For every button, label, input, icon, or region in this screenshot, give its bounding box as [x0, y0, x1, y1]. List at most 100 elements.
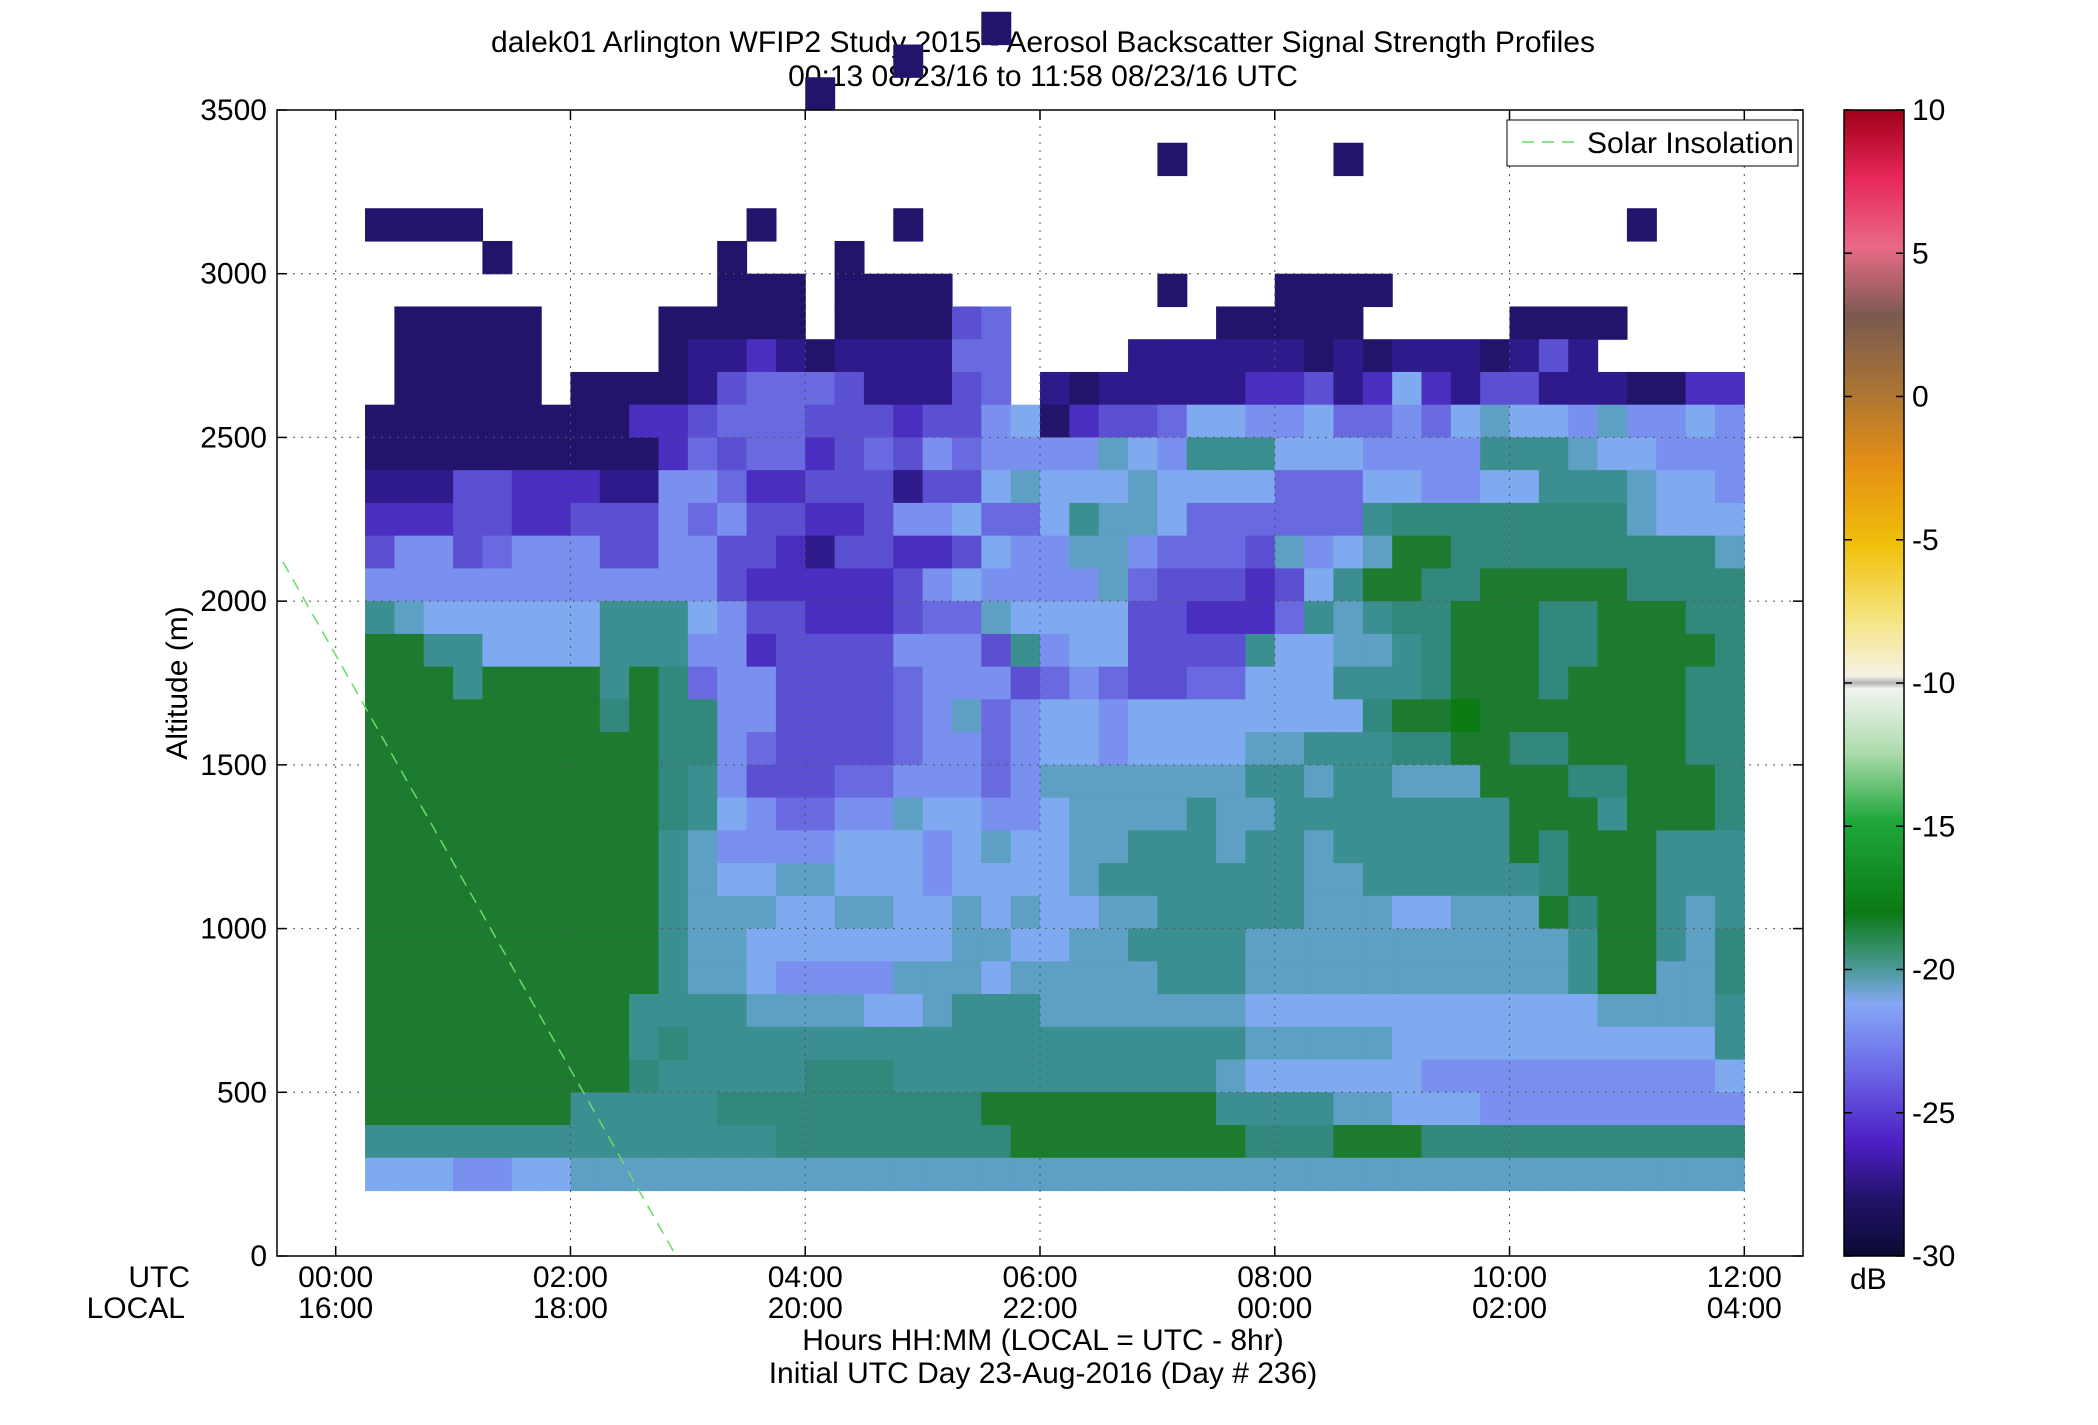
- heatmap-cell: [775, 863, 806, 897]
- heatmap-cell: [893, 1125, 924, 1159]
- heatmap-cell: [1333, 306, 1364, 340]
- heatmap-cell: [1245, 502, 1276, 537]
- heatmap-cell: [1304, 895, 1335, 930]
- heatmap-cell: [1421, 732, 1452, 766]
- heatmap-cell: [893, 863, 924, 897]
- heatmap-cell: [365, 961, 395, 995]
- heatmap-cell: [1714, 863, 1745, 897]
- x-tick-label-utc: 10:00: [1472, 1261, 1547, 1294]
- heatmap-cell: [1656, 535, 1687, 569]
- heatmap-cell: [834, 240, 865, 275]
- heatmap-cell: [511, 404, 542, 439]
- heatmap-cell: [570, 601, 601, 635]
- heatmap-cell: [717, 470, 748, 504]
- heatmap-cell: [1274, 994, 1305, 1028]
- heatmap-cell: [482, 502, 513, 537]
- heatmap-cell: [1216, 339, 1247, 373]
- heatmap-cell: [1392, 797, 1423, 831]
- heatmap-cell: [570, 699, 601, 733]
- heatmap-cell: [365, 1157, 395, 1192]
- heatmap-cell: [394, 339, 425, 373]
- heatmap-cell: [746, 1059, 777, 1093]
- heatmap-cell: [1568, 830, 1599, 864]
- legend-box: [1506, 119, 1799, 167]
- heatmap-cell: [1157, 1026, 1188, 1061]
- heatmap-cell: [1626, 208, 1657, 242]
- heatmap-cell: [1098, 1059, 1129, 1093]
- heatmap-cell: [951, 470, 982, 504]
- heatmap-cell: [1304, 732, 1335, 766]
- heatmap-cell: [1069, 601, 1100, 635]
- heatmap-cell: [394, 895, 425, 930]
- heatmap-cell: [1597, 895, 1628, 930]
- heatmap-cell: [893, 797, 924, 831]
- heatmap-cell: [922, 830, 953, 864]
- heatmap-cell: [1392, 633, 1423, 668]
- heatmap-cell: [1362, 601, 1393, 635]
- heatmap-cell: [922, 273, 953, 308]
- heatmap-cell: [1245, 601, 1276, 635]
- heatmap-cell: [1304, 830, 1335, 864]
- heatmap-cell: [893, 339, 924, 373]
- heatmap-cell: [687, 895, 718, 930]
- heatmap-cell: [658, 863, 689, 897]
- heatmap-cell: [453, 568, 484, 602]
- heatmap-cell: [1010, 994, 1041, 1028]
- heatmap-cell: [1157, 666, 1188, 700]
- heatmap-cell: [863, 699, 894, 733]
- heatmap-cell: [1128, 1125, 1158, 1159]
- heatmap-cell: [951, 306, 982, 340]
- heatmap-cell: [1538, 470, 1569, 504]
- heatmap-cell: [1362, 764, 1393, 799]
- heatmap-cell: [1509, 339, 1540, 373]
- heatmap-cell: [1597, 961, 1628, 995]
- heatmap-cell: [1098, 371, 1129, 406]
- heatmap-cell: [805, 633, 836, 668]
- heatmap-cell: [1216, 502, 1247, 537]
- y-tick-label: 3000: [200, 258, 267, 291]
- heatmap-cell: [746, 797, 777, 831]
- heatmap-cell: [1304, 764, 1335, 799]
- heatmap-cell: [1626, 502, 1657, 537]
- heatmap-cell: [1538, 1092, 1569, 1126]
- heatmap-cell: [746, 273, 777, 308]
- heatmap-cell: [1362, 928, 1393, 962]
- heatmap-cell: [1597, 633, 1628, 668]
- heatmap-cell: [1216, 1125, 1247, 1159]
- heatmap-cell: [394, 633, 425, 668]
- heatmap-cell: [1421, 994, 1452, 1028]
- heatmap-cell: [746, 1026, 777, 1061]
- heatmap-cell: [1685, 1059, 1716, 1093]
- heatmap-cell: [1568, 928, 1599, 962]
- heatmap-cell: [746, 404, 777, 439]
- heatmap-cell: [1714, 1026, 1745, 1061]
- heatmap-cell: [1098, 961, 1129, 995]
- heatmap-cell: [1186, 470, 1217, 504]
- heatmap-cell: [1186, 437, 1217, 471]
- heatmap-cell: [511, 470, 542, 504]
- heatmap-cell: [1186, 371, 1217, 406]
- heatmap-cell: [1186, 699, 1217, 733]
- heatmap-cell: [1714, 994, 1745, 1028]
- heatmap-cell: [1685, 830, 1716, 864]
- heatmap-cell: [1216, 895, 1247, 930]
- heatmap-cell: [981, 863, 1012, 897]
- heatmap-cell: [687, 633, 718, 668]
- heatmap-cell: [893, 633, 924, 668]
- heatmap-cell: [834, 1125, 865, 1159]
- heatmap-cell: [1568, 666, 1599, 700]
- heatmap-cell: [1626, 1157, 1657, 1192]
- heatmap-cell: [629, 1092, 660, 1126]
- heatmap-cell: [570, 1059, 601, 1093]
- heatmap-cell: [834, 339, 865, 373]
- heatmap-cell: [1186, 633, 1217, 668]
- heatmap-cell: [1714, 797, 1745, 831]
- heatmap-cell: [1450, 732, 1481, 766]
- heatmap-cell: [1685, 404, 1716, 439]
- heatmap-cell: [1450, 601, 1481, 635]
- heatmap-cell: [658, 699, 689, 733]
- heatmap-cell: [1450, 535, 1481, 569]
- heatmap-cell: [482, 764, 513, 799]
- heatmap-cell: [893, 44, 924, 78]
- heatmap-cell: [1714, 502, 1745, 537]
